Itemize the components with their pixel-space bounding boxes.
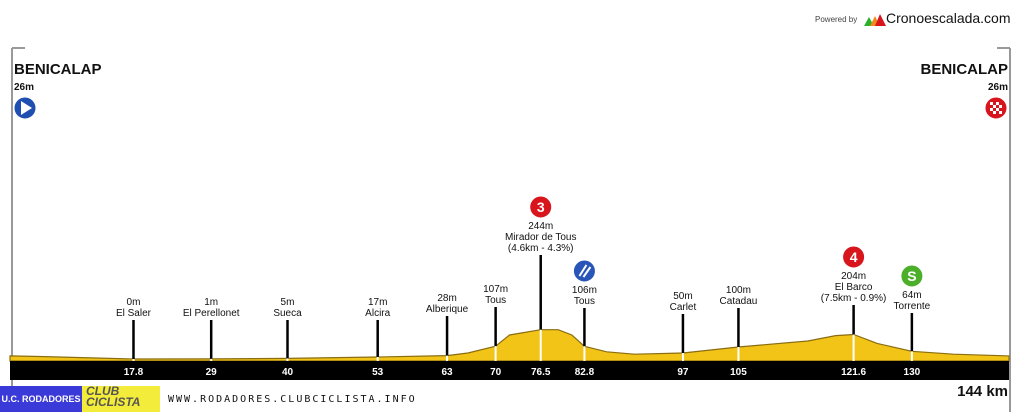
waypoint-altitude: 244m — [528, 221, 553, 232]
waypoint-name: Tous — [574, 296, 595, 307]
waypoint-altitude: 204m — [841, 271, 866, 282]
category-4-icon — [842, 245, 866, 269]
km-tick-label: 121.6 — [841, 367, 866, 378]
waypoint-name: Mirador de Tous — [505, 232, 577, 243]
waypoint-detail: (7.5km - 0.9%) — [821, 293, 887, 304]
category-label: 3 — [537, 199, 545, 215]
waypoint-altitude: 0m — [127, 297, 141, 308]
finish-city: BENICALAP — [920, 61, 1008, 78]
club-logo-ciclista[interactable]: CLUB CICLISTA — [82, 384, 160, 412]
category-label: S — [907, 268, 916, 284]
km-tick-label: 82.8 — [575, 367, 595, 378]
km-tick-label: 29 — [206, 367, 218, 378]
km-bar — [10, 361, 1009, 380]
cronoescalada-logo-icon — [864, 14, 886, 26]
powered-by-label: Powered by — [815, 15, 858, 24]
descent-icon — [578, 264, 592, 278]
waypoint-altitude: 64m — [902, 290, 921, 301]
checker-square — [999, 105, 1002, 108]
waypoint-name: El Saler — [116, 308, 152, 319]
club-url-link[interactable]: WWW.RODADORES.CLUBCICLISTA.INFO — [168, 394, 417, 405]
waypoint-name: Sueca — [273, 308, 302, 319]
checker-square — [999, 111, 1002, 114]
start-city: BENICALAP — [14, 61, 102, 78]
checker-square — [996, 108, 999, 111]
waypoint-name: Torrente — [894, 301, 931, 312]
category-3-icon — [529, 195, 553, 219]
brand-link[interactable]: Cronoescalada.com — [886, 10, 1011, 26]
waypoint-altitude: 28m — [437, 293, 456, 304]
km-tick-label: 53 — [372, 367, 384, 378]
waypoint-name: Tous — [485, 295, 506, 306]
club2-label: CLUB CICLISTA — [86, 384, 141, 409]
km-tick-label: 17.8 — [124, 367, 144, 378]
checker-square — [993, 105, 996, 108]
waypoint-name: Catadau — [720, 296, 758, 307]
checker-square — [993, 111, 996, 114]
km-tick-label: 76.5 — [531, 367, 551, 378]
checker-square — [996, 102, 999, 105]
club1-label: U.C. RODADORES — [1, 394, 81, 404]
waypoint-altitude: 100m — [726, 285, 751, 296]
category-descent-icon — [572, 259, 596, 283]
waypoint-detail: (4.6km - 4.3%) — [508, 243, 574, 254]
km-tick-label: 40 — [282, 367, 294, 378]
waypoint-altitude: 1m — [204, 297, 218, 308]
waypoint-altitude: 50m — [673, 291, 692, 302]
km-tick-label: 105 — [730, 367, 747, 378]
waypoint-name: Alcira — [365, 308, 390, 319]
category-label: 4 — [850, 249, 858, 265]
finish-altitude: 26m — [987, 82, 1008, 93]
waypoint-name: Alberique — [426, 304, 469, 315]
total-distance: 144 km — [957, 383, 1008, 400]
km-tick-label: 70 — [490, 367, 502, 378]
checker-square — [990, 108, 993, 111]
km-tick-label: 130 — [904, 367, 921, 378]
km-tick-label: 63 — [442, 367, 454, 378]
axis-frame — [11, 47, 1011, 412]
waypoint-altitude: 107m — [483, 284, 508, 295]
start-play-triangle — [21, 101, 32, 115]
km-tick-label: 97 — [677, 367, 689, 378]
waypoint-altitude: 106m — [572, 285, 597, 296]
start-altitude: 26m — [14, 82, 35, 93]
waypoint-name: El Barco — [835, 282, 873, 293]
waypoint-name: Carlet — [670, 302, 697, 313]
elevation-area — [9, 329, 1010, 362]
checker-square — [990, 102, 993, 105]
club-logo-rodadores[interactable]: U.C. RODADORES — [0, 386, 82, 412]
waypoint-name: El Perellonet — [183, 308, 240, 319]
waypoint-altitude: 5m — [281, 297, 295, 308]
waypoint-altitude: 17m — [368, 297, 387, 308]
category-S-icon — [900, 264, 924, 288]
